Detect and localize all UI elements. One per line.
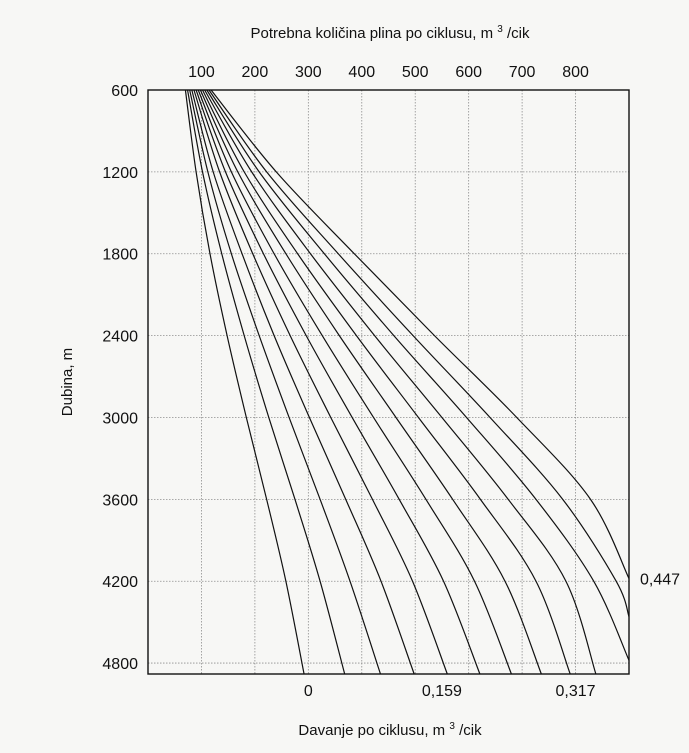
bottom-axis-title-end: /cik	[459, 722, 482, 739]
y-tick-label: 600	[111, 83, 138, 100]
top-tick-label: 300	[295, 64, 322, 81]
plot-frame	[147, 89, 630, 675]
y-tick-label: 1200	[102, 165, 138, 182]
bottom-axis-title: Davanje po ciklusu, m 3 /cik	[298, 716, 482, 739]
y-tick-labels: 600 1200 1800 2400 3000 3600 4200 4800	[102, 83, 138, 673]
curve-series-12	[208, 89, 630, 617]
bottom-axis-title-main: Davanje po ciklusu, m	[298, 722, 445, 739]
bottom-tick-labels: 0 0,159 0,317	[304, 683, 596, 700]
top-axis-title: Potrebna količina plina po ciklusu, m 3 …	[250, 19, 530, 42]
top-tick-labels: 100 200 300 400 500 600 700 800	[188, 64, 589, 81]
y-tick-label: 1800	[102, 247, 138, 264]
top-tick-label: 700	[509, 64, 536, 81]
y-tick-label: 4200	[102, 574, 138, 591]
curve-series-6	[195, 89, 481, 675]
curve-annotation-label: 0,447	[640, 571, 680, 588]
top-tick-label: 600	[455, 64, 482, 81]
top-axis-title-sup: 3	[497, 24, 503, 35]
top-tick-label: 500	[402, 64, 429, 81]
bottom-tick-label: 0	[304, 683, 313, 700]
curve-series-1	[184, 89, 305, 675]
bottom-axis-title-sup: 3	[449, 721, 455, 732]
curve-layer	[184, 89, 630, 675]
y-tick-label: 3000	[102, 410, 138, 427]
curve-series-3	[189, 89, 382, 675]
curve-series-13	[210, 89, 630, 579]
top-tick-label: 800	[562, 64, 589, 81]
y-axis-title: Dubina, m	[59, 348, 76, 416]
curve-series-9	[201, 89, 571, 675]
curve-series-8	[199, 89, 542, 675]
bottom-tick-label: 0,159	[422, 683, 462, 700]
bottom-tick-label: 0,317	[556, 683, 596, 700]
top-tick-label: 100	[188, 64, 215, 81]
curve-series-10	[204, 89, 597, 675]
top-axis-title-end: /cik	[507, 25, 530, 42]
curve-series-2	[186, 89, 346, 675]
y-tick-label: 4800	[102, 656, 138, 673]
top-tick-label: 200	[242, 64, 269, 81]
grid-layer	[148, 90, 629, 674]
y-tick-label: 2400	[102, 329, 138, 346]
curve-series-4	[191, 89, 415, 675]
curve-series-11	[206, 89, 630, 661]
y-tick-label: 3600	[102, 492, 138, 509]
top-tick-label: 400	[348, 64, 375, 81]
curve-series-7	[197, 89, 512, 675]
top-axis-title-main: Potrebna količina plina po ciklusu, m	[250, 25, 493, 42]
curve-series-5	[193, 89, 448, 675]
